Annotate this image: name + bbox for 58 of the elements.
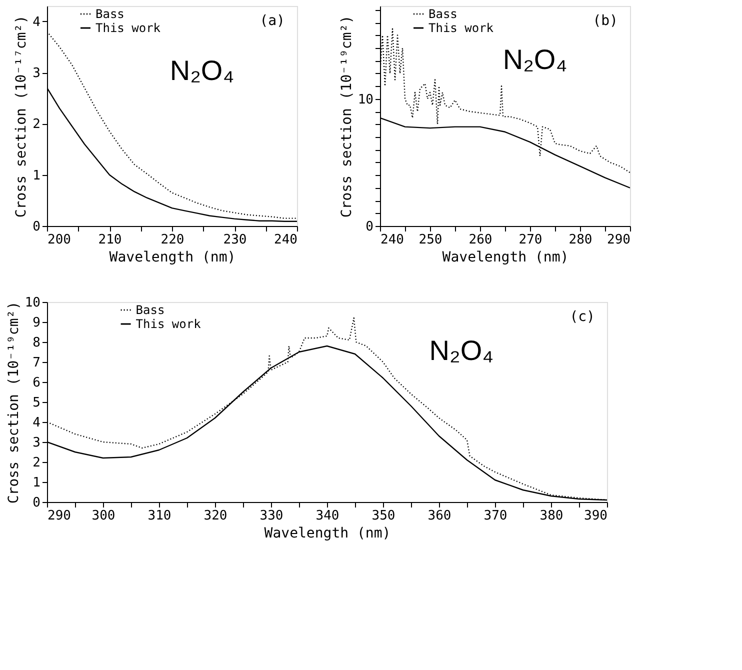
y-tick-label: 5 — [32, 396, 40, 410]
x-tick-label: 200 — [48, 232, 71, 248]
x-tick-label: 270 — [518, 232, 542, 248]
x-tick-label: 340 — [316, 508, 340, 524]
y-tick-label: 0 — [366, 220, 374, 234]
x-tick-label: 370 — [484, 508, 508, 524]
y-tick-label: 7 — [32, 356, 40, 370]
x-tick-label: 320 — [204, 508, 228, 524]
x-tick-label: 380 — [540, 508, 564, 524]
annotation: N₂O₄ — [502, 44, 568, 75]
y-tick-label: 0 — [32, 220, 40, 234]
annotation: (c) — [570, 309, 595, 325]
y-tick-label: 6 — [32, 376, 40, 390]
y-tick-label: 1 — [32, 168, 40, 184]
x-tick-label: 290 — [607, 232, 630, 248]
x-tick-label: 310 — [148, 508, 172, 524]
annotation: (b) — [592, 13, 618, 29]
y-tick-label: 4 — [32, 14, 41, 30]
y-tick-label: 10 — [358, 92, 374, 108]
legend-label: Bass — [96, 7, 124, 21]
y-tick-label: 4 — [32, 416, 41, 430]
x-tick-label: 230 — [223, 232, 247, 248]
y-tick-label: 1 — [32, 476, 40, 490]
y-tick-label: 0 — [32, 496, 40, 510]
x-tick-label: 280 — [568, 232, 592, 248]
y-axis-title: Cross section (10⁻¹⁹cm²) — [338, 15, 355, 218]
x-tick-label: 260 — [468, 232, 492, 248]
x-axis-title: Wavelength (nm) — [264, 526, 391, 542]
x-axis-title: Wavelength (nm) — [109, 250, 236, 266]
x-tick-label: 250 — [418, 232, 442, 248]
x-tick-label: 210 — [98, 232, 122, 248]
annotation: N₂O₄ — [170, 55, 234, 86]
y-axis-title: Cross section (10⁻¹⁹cm²) — [6, 301, 22, 504]
annotation: N₂O₄ — [429, 335, 494, 366]
legend-label: This work — [96, 21, 162, 35]
annotation: (a) — [260, 13, 285, 29]
x-tick-label: 390 — [584, 508, 608, 524]
legend-label: This work — [428, 21, 494, 35]
x-tick-label: 240 — [380, 232, 404, 248]
y-tick-label: 10 — [24, 296, 40, 310]
legend-label: This work — [136, 317, 202, 331]
x-axis-title: Wavelength (nm) — [442, 250, 569, 266]
y-tick-label: 3 — [32, 66, 40, 82]
y-tick-label: 3 — [32, 436, 40, 450]
x-tick-label: 330 — [260, 508, 284, 524]
y-tick-label: 8 — [32, 336, 40, 350]
y-tick-label: 2 — [32, 117, 40, 132]
y-tick-label: 2 — [32, 456, 40, 470]
x-tick-label: 220 — [160, 232, 184, 248]
x-tick-label: 290 — [48, 508, 71, 524]
x-tick-label: 300 — [92, 508, 116, 524]
x-tick-label: 240 — [274, 232, 298, 248]
legend-label: Bass — [136, 303, 165, 317]
legend-label: Bass — [428, 7, 458, 21]
y-axis-title: Cross section (10⁻¹⁷cm²) — [14, 15, 30, 218]
x-tick-label: 350 — [372, 508, 396, 524]
y-tick-label: 9 — [32, 316, 40, 330]
x-tick-label: 360 — [428, 508, 452, 524]
